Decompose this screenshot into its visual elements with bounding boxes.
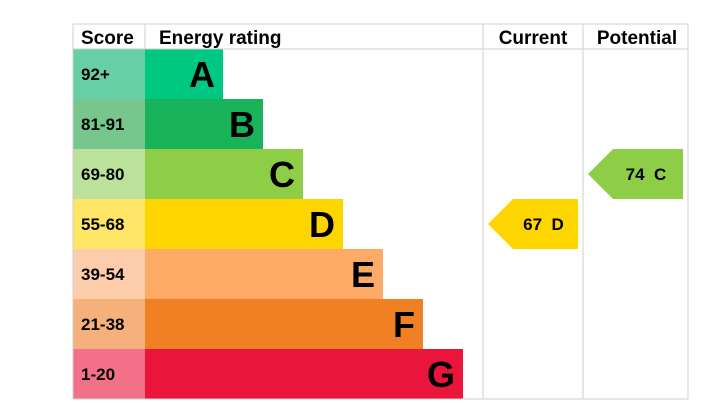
score-cell-f [73, 299, 145, 349]
score-label-c: 69-80 [81, 165, 124, 184]
score-cell-b [73, 99, 145, 149]
score-label-b: 81-91 [81, 115, 124, 134]
grid-layer [72, 23, 689, 400]
potential-rating-label: 74 C [626, 165, 667, 184]
current-rating-arrow [488, 199, 578, 249]
score-cell-a [73, 49, 145, 99]
score-cell-g [73, 349, 145, 399]
score-cell-e [73, 249, 145, 299]
rating-bar-g [145, 349, 463, 399]
score-label-a: 92+ [81, 65, 110, 84]
score-cell-c [73, 149, 145, 199]
score-cell-d [73, 199, 145, 249]
rating-bar-d [145, 199, 343, 249]
score-label-g: 1-20 [81, 365, 115, 384]
score-label-e: 39-54 [81, 265, 125, 284]
rating-bar-b [145, 99, 263, 149]
rating-letter-e: E [351, 254, 375, 295]
potential-rating-arrow [588, 149, 683, 199]
rating-letter-d: D [309, 204, 335, 245]
header-potential: Potential [597, 28, 677, 49]
score-label-d: 55-68 [81, 215, 124, 234]
header-energy-rating: Energy rating [159, 28, 281, 49]
rating-letter-f: F [393, 304, 415, 345]
rating-letter-b: B [229, 104, 255, 145]
score-label-f: 21-38 [81, 315, 124, 334]
rating-letter-c: C [269, 154, 295, 195]
rating-bar-a [145, 49, 223, 99]
rating-bar-c [145, 149, 303, 199]
current-rating-label: 67 D [523, 215, 564, 234]
header-score: Score [81, 28, 134, 49]
bands-layer: 92+ A 81-91 B 69-80 C 55-68 D 39-54 E 21-38 F 1-20 G [73, 49, 463, 399]
rating-bar-e [145, 249, 383, 299]
header-current: Current [499, 28, 568, 49]
rating-bar-f [145, 299, 423, 349]
rating-letter-g: G [427, 354, 455, 395]
arrows-layer: 67 D 74 C [488, 149, 683, 249]
rating-letter-a: A [189, 54, 215, 95]
